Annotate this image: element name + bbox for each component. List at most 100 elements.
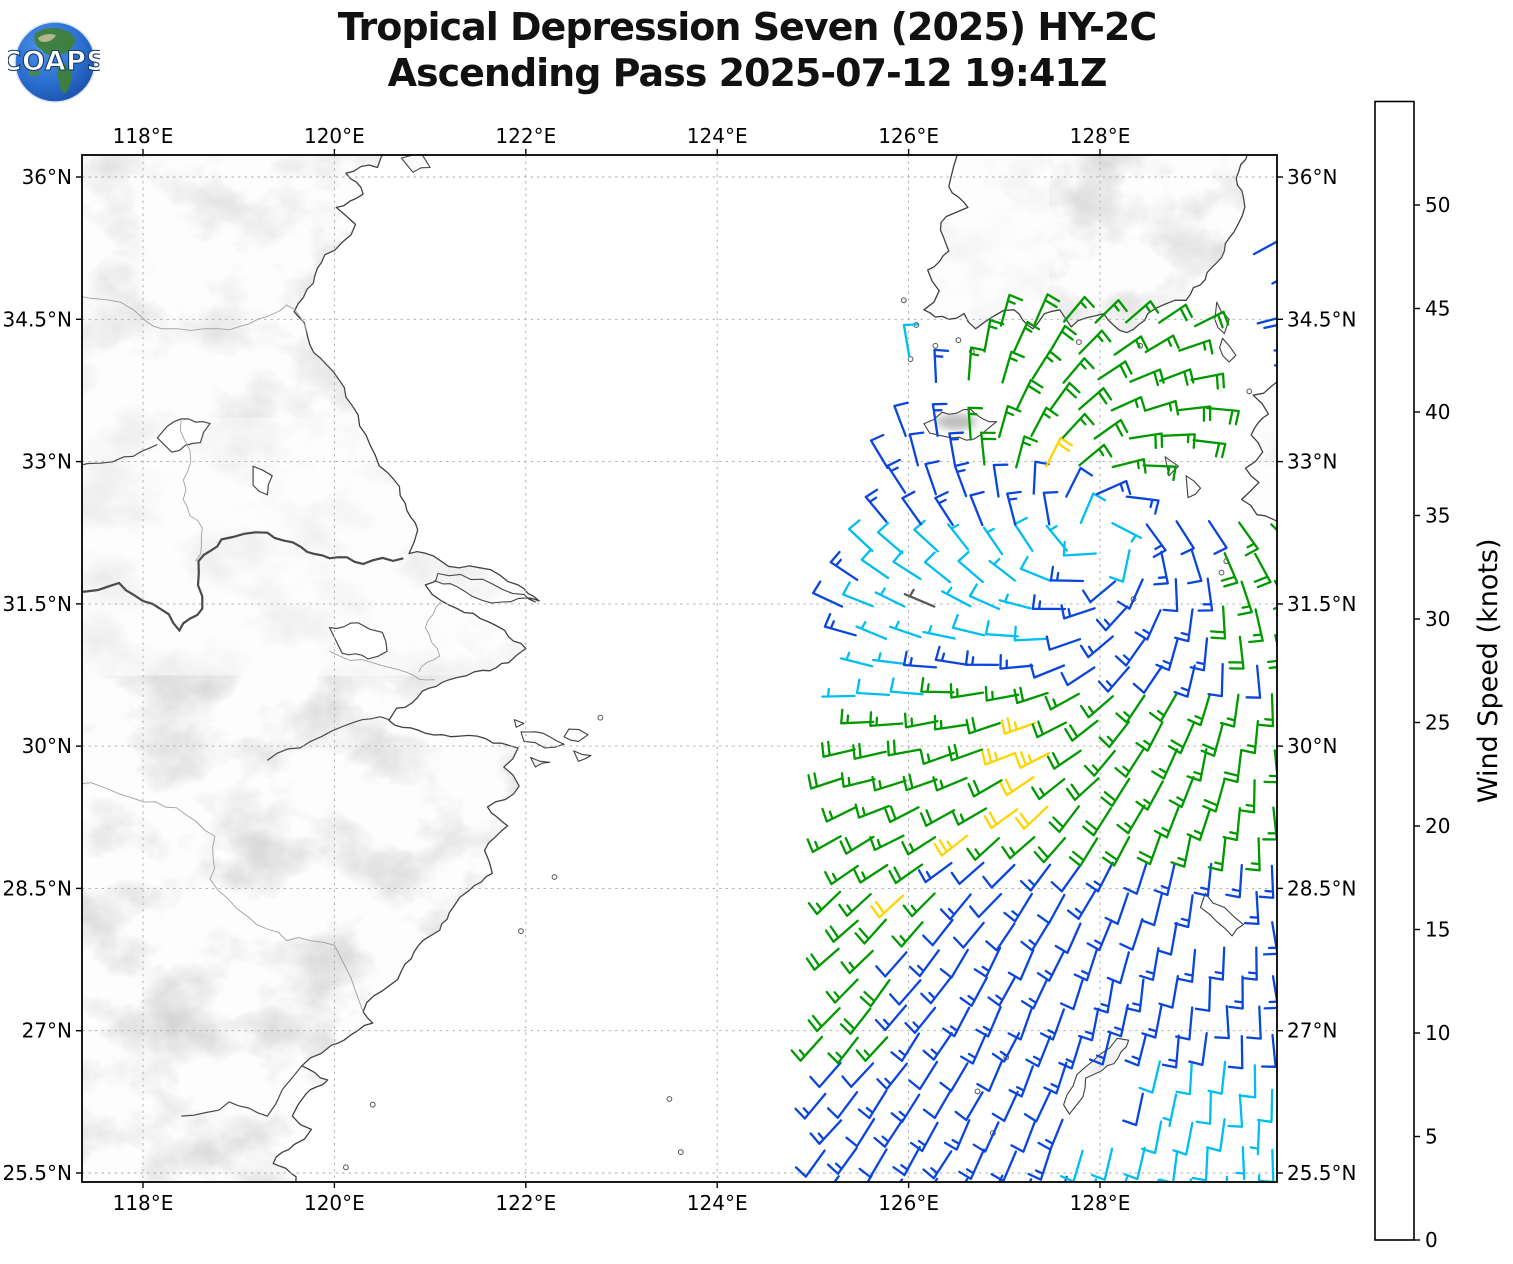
wind-barb bbox=[1175, 1006, 1194, 1041]
wind-barb bbox=[875, 951, 908, 978]
wind-barb bbox=[1095, 479, 1132, 496]
wind-barb bbox=[1001, 350, 1025, 384]
wind-barb bbox=[809, 1119, 843, 1145]
title-line-2: Ascending Pass 2025-07-12 19:41Z bbox=[387, 51, 1108, 96]
wind-barb bbox=[807, 772, 843, 790]
x-tick-label-top: 118°E bbox=[113, 124, 174, 148]
wind-barb bbox=[794, 1149, 826, 1178]
y-tick-label-left: 31.5°N bbox=[3, 592, 73, 616]
wind-barb bbox=[933, 714, 969, 731]
wind-barb bbox=[1031, 720, 1067, 739]
wind-barb bbox=[1065, 777, 1100, 801]
wind-barb bbox=[1189, 637, 1209, 672]
wind-barb bbox=[1001, 836, 1036, 860]
wind-barb bbox=[1064, 719, 1099, 742]
wind-barb bbox=[807, 1007, 841, 1033]
islet-dot bbox=[369, 1101, 376, 1108]
border-4 bbox=[329, 650, 435, 681]
wind-barb bbox=[1256, 1088, 1274, 1124]
figure-title: Tropical Depression Seven (2025) HY-2C A… bbox=[0, 4, 1494, 97]
wind-barb bbox=[967, 346, 986, 381]
wind-barb bbox=[860, 548, 890, 580]
wind-barb bbox=[1015, 435, 1039, 469]
islet-dot bbox=[666, 1096, 673, 1102]
wind-barb bbox=[1003, 892, 1033, 923]
border-2 bbox=[179, 418, 203, 562]
wind-barb bbox=[933, 834, 969, 857]
wind-barb bbox=[960, 1033, 987, 1065]
islet-dot bbox=[932, 342, 939, 349]
wind-barb bbox=[998, 593, 1032, 610]
wind-barb bbox=[839, 651, 874, 668]
wind-barb bbox=[951, 807, 988, 826]
wind-barb bbox=[1168, 775, 1195, 809]
wind-barb bbox=[987, 976, 1017, 1007]
wind-barb bbox=[1037, 1118, 1064, 1151]
wind-barb bbox=[1258, 692, 1275, 728]
wind-barb bbox=[1033, 293, 1061, 325]
map-area bbox=[82, 155, 1277, 1182]
wind-barb bbox=[840, 949, 874, 975]
wind-barb bbox=[1134, 609, 1162, 641]
wind-barb bbox=[1125, 978, 1145, 1013]
wind-barb bbox=[920, 677, 955, 694]
wind-barb bbox=[1113, 335, 1149, 356]
wind-barb bbox=[980, 431, 997, 466]
wind-barb bbox=[847, 519, 874, 553]
wind-barb bbox=[838, 893, 872, 917]
wind-barb bbox=[1097, 666, 1131, 693]
islet-dot bbox=[343, 1164, 349, 1171]
wind-barb bbox=[948, 431, 965, 467]
wind-barb bbox=[1191, 1147, 1209, 1182]
gridlines bbox=[82, 155, 1277, 1182]
islet-dot bbox=[597, 714, 604, 721]
wind-barb bbox=[953, 461, 970, 498]
wind-barb bbox=[1023, 1091, 1052, 1123]
wind-barb bbox=[976, 1060, 1003, 1093]
wind-barb bbox=[1143, 399, 1180, 416]
wind-barb bbox=[1095, 605, 1129, 632]
wind-barbs bbox=[790, 240, 1277, 1182]
wind-barb bbox=[1142, 464, 1177, 482]
wind-barb bbox=[1228, 975, 1244, 1010]
wind-barb bbox=[1007, 948, 1035, 981]
wind-barb bbox=[821, 806, 857, 823]
wind-barb bbox=[917, 861, 953, 884]
colorbar-tick-label: 25 bbox=[1425, 711, 1450, 735]
gaoyou-lake bbox=[252, 465, 273, 496]
wind-barb bbox=[890, 1032, 921, 1062]
x-tick-label-bottom: 126°E bbox=[878, 1191, 939, 1215]
wind-barb bbox=[952, 921, 985, 949]
wind-barb bbox=[1256, 317, 1277, 325]
islet-dot bbox=[1218, 569, 1225, 576]
wind-barb bbox=[1025, 1035, 1052, 1068]
wind-barb bbox=[874, 1004, 908, 1032]
wind-barb bbox=[1187, 693, 1211, 727]
wind-barb bbox=[1193, 310, 1230, 329]
wind-barb bbox=[1031, 777, 1066, 801]
islet-dot bbox=[677, 1149, 684, 1155]
wind-barb bbox=[1082, 807, 1112, 837]
wind-barb bbox=[1239, 779, 1256, 814]
wind-barb bbox=[889, 979, 922, 1006]
wind-barb bbox=[825, 978, 859, 1004]
x-tick-label-top: 128°E bbox=[1070, 124, 1131, 148]
wind-barb bbox=[1059, 977, 1085, 1011]
wind-barb bbox=[959, 976, 988, 1007]
wind-barb bbox=[1079, 635, 1114, 659]
wind-barb bbox=[1186, 748, 1208, 782]
colorbar-tick-label: 20 bbox=[1425, 814, 1450, 838]
wind-barb bbox=[957, 550, 984, 584]
wind-barb bbox=[821, 687, 856, 698]
wind-barb bbox=[975, 1005, 1002, 1038]
wind-barb bbox=[1153, 862, 1176, 897]
coaps-logo-text: COAPS bbox=[8, 46, 100, 77]
wind-barb bbox=[854, 803, 891, 819]
wind-barb bbox=[1138, 947, 1160, 981]
wind-barb bbox=[939, 948, 969, 979]
wind-barb bbox=[998, 404, 1022, 439]
wind-barb bbox=[1036, 950, 1065, 982]
wind-barb bbox=[873, 1118, 904, 1148]
wind-barb bbox=[1167, 722, 1195, 755]
wind-barb bbox=[1062, 540, 1097, 557]
